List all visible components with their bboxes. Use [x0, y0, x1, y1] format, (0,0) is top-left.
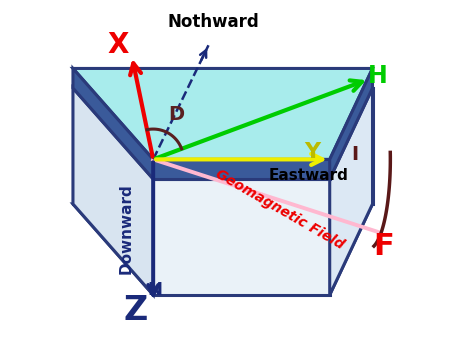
Polygon shape [73, 88, 373, 204]
Polygon shape [330, 68, 373, 179]
Polygon shape [73, 68, 373, 159]
Text: D: D [168, 105, 184, 124]
Polygon shape [73, 68, 153, 179]
Text: Downward: Downward [119, 184, 134, 274]
Polygon shape [153, 159, 330, 179]
Polygon shape [330, 88, 373, 295]
Text: I: I [351, 145, 358, 164]
Text: Z: Z [123, 294, 147, 328]
Text: H: H [368, 64, 388, 88]
Polygon shape [73, 88, 153, 295]
Text: X: X [108, 31, 129, 59]
Text: N: N [147, 281, 163, 299]
Text: F: F [373, 232, 393, 261]
Text: Eastward: Eastward [268, 168, 348, 183]
Text: Nothward: Nothward [168, 13, 260, 31]
Polygon shape [153, 179, 330, 295]
Text: Geomagnetic Field: Geomagnetic Field [213, 167, 346, 252]
Text: Y: Y [304, 142, 320, 162]
Polygon shape [73, 204, 373, 295]
